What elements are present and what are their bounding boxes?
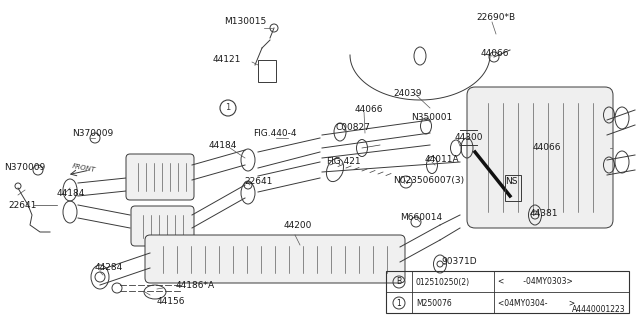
Text: M130015: M130015	[224, 18, 266, 27]
FancyBboxPatch shape	[131, 206, 194, 246]
Text: 44066: 44066	[355, 105, 383, 114]
Text: 44184: 44184	[57, 188, 85, 197]
Text: 44121: 44121	[213, 55, 241, 65]
Text: 44184: 44184	[209, 140, 237, 149]
FancyBboxPatch shape	[126, 154, 194, 200]
Text: A4440001223: A4440001223	[572, 305, 626, 314]
Text: 1: 1	[397, 299, 401, 308]
Text: 44300: 44300	[455, 133, 483, 142]
Text: 44011A: 44011A	[425, 156, 460, 164]
Text: N370009: N370009	[72, 129, 113, 138]
Text: 44381: 44381	[530, 209, 559, 218]
Text: 22641: 22641	[244, 177, 273, 186]
Bar	[386, 271, 629, 313]
Text: 44200: 44200	[284, 221, 312, 230]
Text: 012510250(2): 012510250(2)	[416, 277, 470, 286]
Text: 44284: 44284	[95, 263, 124, 273]
Text: <04MY0304-         >: <04MY0304- >	[498, 299, 575, 308]
Text: 1: 1	[225, 103, 230, 113]
FancyBboxPatch shape	[145, 235, 405, 283]
Text: 44066: 44066	[533, 143, 561, 153]
Bar	[505, 175, 521, 201]
Text: B: B	[396, 277, 401, 286]
FancyBboxPatch shape	[467, 87, 613, 228]
Text: FIG.440-4: FIG.440-4	[253, 130, 296, 139]
Text: M250076: M250076	[416, 299, 452, 308]
Text: 44186*A: 44186*A	[176, 281, 215, 290]
Text: 44066: 44066	[481, 49, 509, 58]
Text: N: N	[404, 180, 408, 185]
Text: <        -04MY0303>: < -04MY0303>	[498, 277, 573, 286]
Text: N370009: N370009	[4, 163, 45, 172]
Text: M660014: M660014	[400, 213, 442, 222]
Text: N023506007(3): N023506007(3)	[393, 177, 464, 186]
Text: FRONT: FRONT	[72, 163, 97, 173]
Bar	[258, 60, 276, 82]
Text: FIG.421: FIG.421	[326, 156, 360, 165]
Text: N350001: N350001	[411, 114, 452, 123]
Text: 22641: 22641	[8, 201, 36, 210]
Text: NS: NS	[505, 177, 518, 186]
Text: 44156: 44156	[157, 297, 186, 306]
Text: 22690*B: 22690*B	[476, 13, 515, 22]
Text: C00827: C00827	[336, 124, 371, 132]
Text: 90371D: 90371D	[441, 258, 477, 267]
Text: 24039: 24039	[393, 90, 422, 99]
